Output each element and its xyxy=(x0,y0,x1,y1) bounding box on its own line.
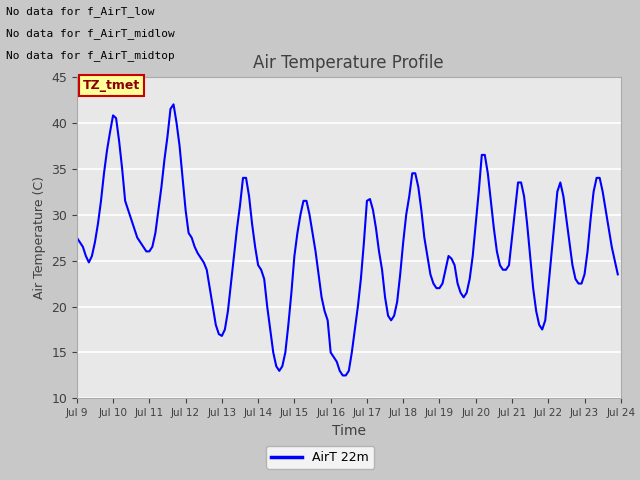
Text: TZ_tmet: TZ_tmet xyxy=(83,79,140,92)
Text: No data for f_AirT_midlow: No data for f_AirT_midlow xyxy=(6,28,175,39)
Text: No data for f_AirT_low: No data for f_AirT_low xyxy=(6,6,155,17)
Legend: AirT 22m: AirT 22m xyxy=(266,446,374,469)
Title: Air Temperature Profile: Air Temperature Profile xyxy=(253,54,444,72)
Text: No data for f_AirT_midtop: No data for f_AirT_midtop xyxy=(6,49,175,60)
X-axis label: Time: Time xyxy=(332,424,366,438)
Y-axis label: Air Temperature (C): Air Temperature (C) xyxy=(33,176,45,299)
